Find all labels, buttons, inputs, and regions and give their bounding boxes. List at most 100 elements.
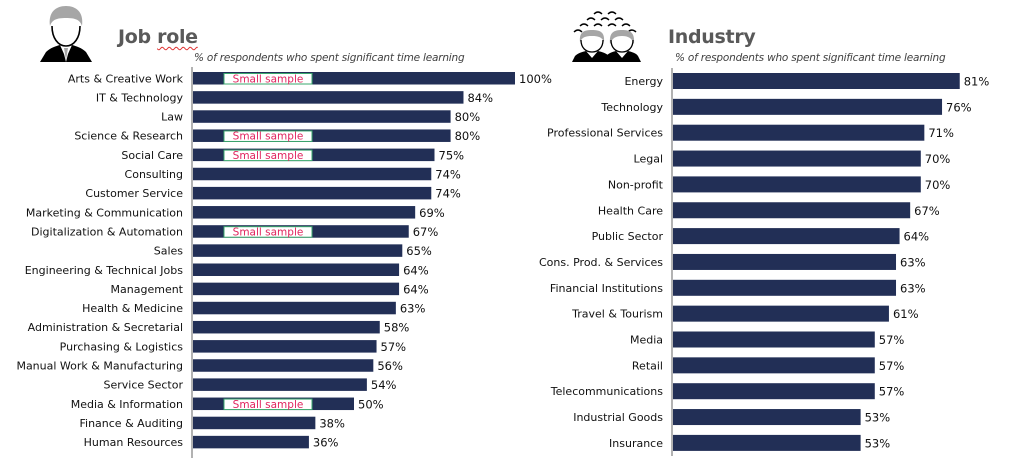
value-label: 80% — [455, 110, 481, 124]
category-label: Customer Service — [85, 187, 183, 200]
category-label: Engineering & Technical Jobs — [25, 264, 184, 277]
value-label: 81% — [964, 75, 990, 89]
value-label: 74% — [435, 187, 461, 201]
bar — [673, 305, 889, 322]
value-label: 100% — [519, 72, 552, 86]
bar — [673, 357, 875, 374]
bar — [193, 186, 432, 200]
bar — [673, 124, 925, 141]
category-label: Sales — [154, 245, 184, 258]
value-label: 64% — [403, 282, 429, 296]
small-sample-text: Small sample — [233, 150, 304, 162]
category-label: Arts & Creative Work — [68, 72, 184, 85]
category-label: Insurance — [609, 437, 663, 450]
bar — [193, 340, 377, 353]
value-label: 50% — [358, 397, 384, 411]
value-label: 63% — [400, 302, 426, 316]
category-label: Manual Work & Manufacturing — [16, 360, 183, 373]
bar — [673, 202, 911, 219]
category-label: Human Resources — [84, 436, 184, 449]
value-label: 63% — [900, 255, 926, 269]
job-role-title: Job role — [118, 26, 198, 48]
category-label: Science & Research — [74, 130, 183, 143]
bar — [673, 331, 875, 348]
small-sample-text: Small sample — [233, 131, 304, 143]
value-label: 75% — [439, 148, 465, 162]
value-label: 65% — [406, 244, 432, 258]
value-label: 69% — [419, 206, 445, 220]
industry-subtitle: % of respondents who spent significant t… — [675, 52, 946, 64]
value-label: 64% — [904, 230, 930, 244]
job-role-subtitle: % of respondents who spent significant t… — [194, 52, 465, 64]
industry-title: Industry — [668, 26, 756, 48]
category-label: Media & Information — [71, 398, 183, 411]
bar — [673, 279, 897, 296]
value-label: 71% — [928, 126, 954, 140]
category-label: Financial Institutions — [550, 282, 663, 295]
bar — [193, 206, 416, 219]
category-label: Media — [630, 334, 663, 347]
small-sample-text: Small sample — [233, 399, 304, 411]
small-sample-badge: Small sample — [223, 149, 313, 162]
category-label: Energy — [624, 75, 663, 88]
bar — [193, 167, 432, 181]
value-label: 67% — [413, 225, 439, 239]
value-label: 56% — [377, 359, 403, 373]
category-label: IT & Technology — [96, 91, 184, 104]
value-label: 64% — [403, 263, 429, 277]
value-label: 36% — [313, 436, 339, 450]
category-label: Administration & Secretarial — [28, 321, 183, 334]
value-label: 58% — [384, 321, 410, 335]
value-label: 57% — [381, 340, 407, 354]
value-label: 54% — [371, 378, 397, 392]
title-text: Job — [118, 26, 158, 48]
value-label: 70% — [925, 152, 951, 166]
value-label: 76% — [946, 100, 972, 114]
category-label: Industrial Goods — [573, 411, 663, 424]
category-label: Professional Services — [547, 127, 663, 140]
bar — [673, 176, 921, 193]
value-label: 53% — [865, 411, 891, 425]
bar — [673, 150, 921, 167]
value-label: 84% — [467, 91, 493, 105]
bar — [673, 73, 960, 89]
value-label: 80% — [455, 129, 481, 143]
bar — [193, 320, 380, 334]
category-label: Telecommunications — [550, 385, 664, 398]
job-role-bar-chart: Arts & Creative Work 100% Small sample IT &… — [16, 67, 552, 458]
small-sample-box — [223, 226, 313, 238]
category-label: Health & Medicine — [82, 302, 183, 315]
category-label: Consulting — [125, 168, 183, 181]
category-label: Retail — [632, 359, 663, 372]
category-label: Legal — [634, 153, 663, 166]
bar — [193, 435, 309, 449]
job-role-panel: Job role % of respondents who spent sign… — [16, 6, 552, 458]
value-label: 57% — [879, 333, 905, 347]
small-sample-badge: Small sample — [223, 398, 313, 411]
bar — [673, 434, 861, 451]
bar — [193, 282, 400, 296]
small-sample-text: Small sample — [233, 226, 304, 238]
category-label: Technology — [600, 101, 663, 114]
value-label: 57% — [879, 359, 905, 373]
small-sample-badge: Small sample — [223, 73, 313, 85]
category-label: Public Sector — [592, 230, 664, 243]
value-label: 70% — [925, 178, 951, 192]
category-label: Social Care — [121, 149, 183, 162]
bar — [193, 244, 403, 257]
value-label: 67% — [914, 204, 940, 218]
category-label: Digitalization & Automation — [31, 225, 183, 238]
crowd-people-icon — [572, 11, 641, 62]
category-label: Finance & Auditing — [79, 417, 183, 430]
bar — [673, 253, 897, 270]
value-label: 57% — [879, 385, 905, 399]
value-label: 74% — [435, 168, 461, 182]
small-sample-badge: Small sample — [223, 226, 313, 238]
title-text-spellcheck: role — [157, 26, 198, 48]
small-sample-box — [223, 149, 313, 162]
bar — [193, 91, 464, 104]
small-sample-box — [223, 130, 313, 142]
category-label: Health Care — [598, 204, 663, 217]
bar — [193, 263, 400, 276]
value-label: 38% — [319, 416, 345, 430]
